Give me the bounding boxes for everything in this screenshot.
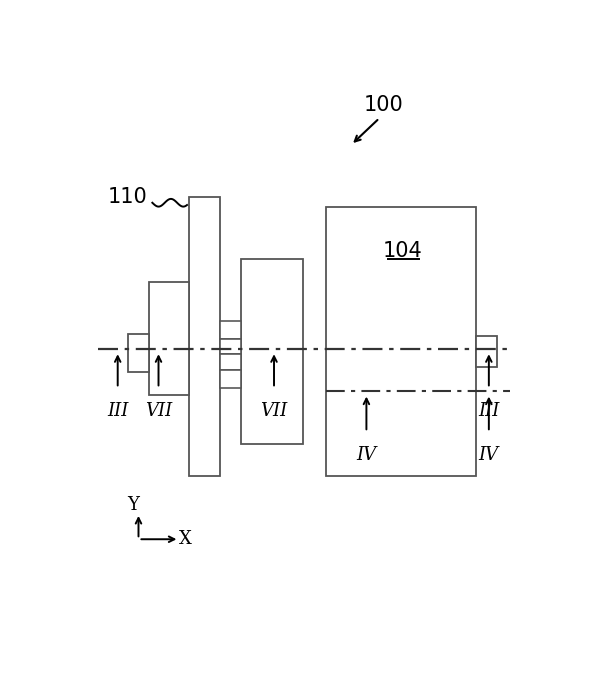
Bar [220, 354, 241, 370]
Bar [476, 336, 497, 367]
Bar [128, 334, 148, 372]
Text: X: X [179, 530, 192, 548]
Bar [241, 259, 303, 444]
Bar [220, 320, 241, 339]
Bar [148, 282, 189, 395]
Text: VII: VII [145, 402, 172, 420]
Text: 110: 110 [108, 188, 148, 207]
Text: III: III [107, 402, 128, 420]
Bar [189, 197, 220, 476]
Bar [220, 339, 241, 354]
Bar [220, 370, 241, 388]
Text: 100: 100 [363, 95, 403, 115]
Text: III: III [478, 402, 499, 420]
Text: Y: Y [127, 496, 139, 514]
Text: IV: IV [356, 446, 376, 464]
Text: 104: 104 [383, 241, 423, 261]
Text: VII: VII [261, 402, 288, 420]
Text: IV: IV [479, 446, 499, 464]
Bar [326, 206, 476, 476]
